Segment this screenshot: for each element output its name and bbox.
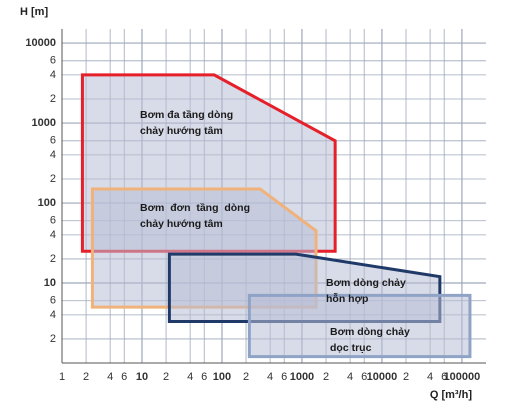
region-label: Bơm đơn tầng dòng — [140, 202, 250, 214]
y-tick-label: 100 — [38, 197, 56, 209]
x-tick-label: 6 — [201, 371, 207, 383]
x-tick-label: 1 — [59, 371, 65, 383]
region-label: Bơm đa tầng dòng — [140, 109, 233, 121]
x-tick-label: 2 — [163, 371, 169, 383]
x-tick-label: 4 — [347, 371, 353, 383]
x-tick-label: 2 — [323, 371, 329, 383]
x-tick-label: 6 — [121, 371, 127, 383]
x-tick-label: 2 — [403, 371, 409, 383]
x-tick-label: 2 — [83, 371, 89, 383]
y-tick-label: 4 — [50, 69, 56, 81]
x-tick-label: 10 — [136, 371, 148, 383]
y-tick-label: 2 — [50, 333, 56, 345]
region-label: hỗn hợp — [326, 292, 368, 305]
region-label: dọc trục — [330, 342, 372, 354]
y-tick-label: 2 — [50, 173, 56, 185]
x-axis-title: Q [m³/h] — [430, 389, 472, 401]
region-label: Bơm dòng chảy — [330, 326, 410, 338]
x-tick-label: 4 — [187, 371, 193, 383]
x-tick-label: 100000 — [444, 371, 481, 383]
x-tick-label: 6 — [281, 371, 287, 383]
region-label: Bơm dòng chảy — [326, 277, 406, 289]
x-tick-label: 2 — [243, 371, 249, 383]
x-tick-label: 4 — [267, 371, 273, 383]
y-tick-label: 4 — [50, 309, 56, 321]
y-tick-label: 1000 — [32, 117, 56, 129]
region-label: chảy hướng tâm — [140, 125, 223, 137]
y-tick-label: 6 — [50, 215, 56, 227]
x-tick-label: 4 — [427, 371, 433, 383]
x-tick-label: 100 — [213, 371, 231, 383]
y-tick-label: 10000 — [25, 37, 56, 49]
y-tick-label: 4 — [50, 149, 56, 161]
region — [247, 293, 472, 359]
y-tick-label: 2 — [50, 253, 56, 265]
x-tick-label: 1000 — [290, 371, 314, 383]
x-tick-label: 6 — [361, 371, 367, 383]
x-tick-label: 6 — [441, 371, 447, 383]
y-tick-label: 6 — [50, 295, 56, 307]
region-label: chảy hướng tâm — [140, 218, 223, 230]
x-tick-label: 4 — [107, 371, 113, 383]
y-tick-label: 6 — [50, 135, 56, 147]
y-tick-label: 2 — [50, 93, 56, 105]
y-tick-label: 6 — [50, 55, 56, 67]
y-tick-label: 10 — [44, 277, 56, 289]
x-tick-label: 10000 — [367, 371, 398, 383]
y-tick-label: 4 — [50, 229, 56, 241]
y-axis-title: H [m] — [20, 6, 48, 18]
